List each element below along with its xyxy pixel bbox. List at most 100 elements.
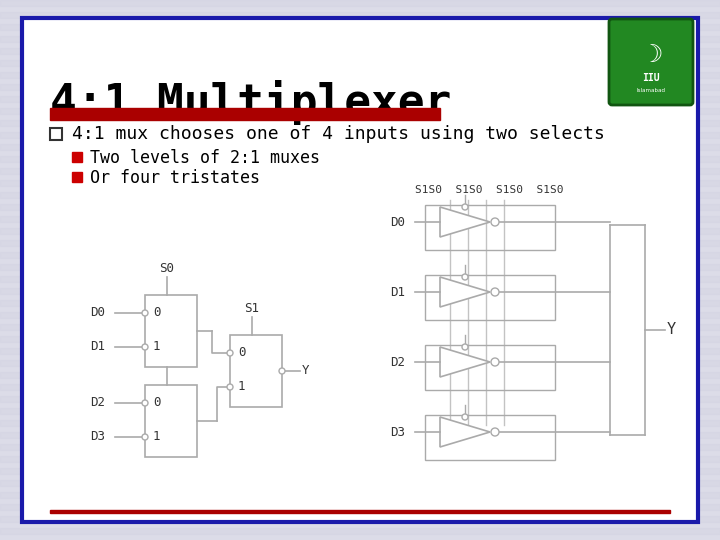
Text: D0: D0 [90, 307, 105, 320]
Bar [0, 336, 720, 342]
Bar [425, 205, 555, 250]
Text: Islamabad: Islamabad [636, 87, 665, 92]
Text: D0: D0 [390, 215, 405, 228]
Bar [0, 96, 720, 102]
Bar [0, 0, 720, 6]
Bar [0, 396, 720, 402]
Bar [0, 312, 720, 318]
Bar [0, 348, 720, 354]
Bar [0, 432, 720, 438]
Circle shape [491, 358, 499, 366]
Bar [0, 492, 720, 498]
Polygon shape [440, 417, 490, 447]
Bar [0, 324, 720, 330]
Text: 0: 0 [153, 396, 161, 409]
Text: Y: Y [302, 364, 310, 377]
Circle shape [462, 414, 468, 420]
Circle shape [462, 204, 468, 210]
Circle shape [462, 274, 468, 280]
Bar [0, 72, 720, 78]
Polygon shape [440, 277, 490, 307]
Bar [0, 60, 720, 66]
Bar [0, 24, 720, 30]
Bar [72, 152, 82, 162]
Circle shape [279, 368, 285, 374]
Bar [0, 264, 720, 270]
Text: 0: 0 [238, 347, 246, 360]
Bar [0, 456, 720, 462]
Bar [0, 408, 720, 414]
Bar [0, 228, 720, 234]
Text: D1: D1 [90, 341, 105, 354]
Circle shape [462, 344, 468, 350]
Bar [0, 108, 720, 114]
Text: S1S0  S1S0  S1S0  S1S0: S1S0 S1S0 S1S0 S1S0 [415, 185, 564, 195]
Bar [0, 516, 720, 522]
Circle shape [142, 310, 148, 316]
Bar [0, 372, 720, 378]
Text: 4:1 Multiplexer: 4:1 Multiplexer [50, 80, 451, 125]
Bar [0, 528, 720, 534]
Bar [0, 48, 720, 54]
Text: S1: S1 [244, 302, 259, 315]
Text: Or four tristates: Or four tristates [90, 169, 260, 187]
Circle shape [142, 434, 148, 440]
Bar [0, 252, 720, 258]
Bar [0, 192, 720, 198]
FancyBboxPatch shape [609, 19, 693, 105]
Bar [0, 444, 720, 450]
Text: 1: 1 [153, 430, 161, 443]
Bar [0, 504, 720, 510]
Bar [0, 240, 720, 246]
Text: D1: D1 [390, 286, 405, 299]
Bar [50, 510, 670, 513]
Polygon shape [440, 347, 490, 377]
Text: 4:1 mux chooses one of 4 inputs using two selects: 4:1 mux chooses one of 4 inputs using tw… [72, 125, 605, 143]
Circle shape [491, 428, 499, 436]
Text: 1: 1 [238, 381, 246, 394]
Bar [0, 216, 720, 222]
Bar [0, 12, 720, 18]
Circle shape [227, 384, 233, 390]
Text: D2: D2 [390, 355, 405, 368]
Bar [72, 172, 82, 182]
Text: 1: 1 [153, 341, 161, 354]
Circle shape [227, 350, 233, 356]
Bar [50, 108, 440, 120]
Circle shape [491, 288, 499, 296]
Text: Two levels of 2:1 muxes: Two levels of 2:1 muxes [90, 149, 320, 167]
Bar [0, 36, 720, 42]
Bar [0, 360, 720, 366]
Bar [425, 275, 555, 320]
Bar [0, 132, 720, 138]
Bar [425, 415, 555, 460]
Text: D2: D2 [90, 396, 105, 409]
Bar [50, 128, 62, 140]
Circle shape [142, 344, 148, 350]
Bar [0, 180, 720, 186]
Text: D3: D3 [90, 430, 105, 443]
Polygon shape [440, 207, 490, 237]
Bar [145, 295, 197, 367]
Text: 0: 0 [153, 307, 161, 320]
Text: D3: D3 [390, 426, 405, 438]
Bar [0, 144, 720, 150]
Bar [0, 84, 720, 90]
Bar [0, 420, 720, 426]
Bar [0, 480, 720, 486]
Bar [0, 156, 720, 162]
Circle shape [491, 218, 499, 226]
Text: ☽: ☽ [640, 43, 662, 67]
Text: Y: Y [667, 322, 676, 338]
Text: IIU: IIU [642, 73, 660, 83]
Bar [0, 120, 720, 126]
Text: S0: S0 [159, 262, 174, 275]
Circle shape [142, 400, 148, 406]
Bar [0, 168, 720, 174]
Bar [0, 300, 720, 306]
Bar [0, 384, 720, 390]
Bar [0, 276, 720, 282]
Bar [425, 345, 555, 390]
Bar [0, 468, 720, 474]
Bar [230, 335, 282, 407]
